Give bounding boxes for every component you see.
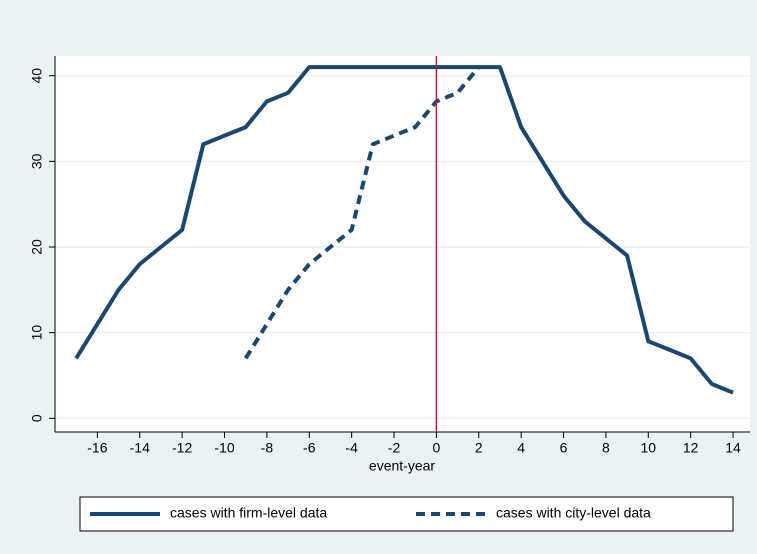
x-tick-label: -16 [87, 440, 107, 456]
x-tick-label: 8 [602, 440, 610, 456]
x-tick-label: -10 [214, 440, 234, 456]
x-tick-label: -6 [303, 440, 316, 456]
x-tick-label: 0 [433, 440, 441, 456]
x-tick-label: 4 [517, 440, 525, 456]
legend-label: cases with firm-level data [170, 505, 327, 521]
x-tick-label: -14 [130, 440, 150, 456]
x-tick-label: -2 [388, 440, 401, 456]
plot-area [55, 56, 750, 432]
x-tick-label: 2 [475, 440, 483, 456]
x-axis-title: event-year [369, 458, 435, 474]
y-tick-label: 30 [29, 153, 45, 169]
legend-label: cases with city-level data [496, 505, 651, 521]
x-tick-label: 12 [683, 440, 699, 456]
x-tick-label: -12 [172, 440, 192, 456]
series-line [244, 65, 481, 360]
x-tick-label: 10 [641, 440, 657, 456]
x-tick-label: -4 [345, 440, 358, 456]
y-tick-label: 40 [29, 68, 45, 84]
legend [79, 496, 734, 532]
y-tick-label: 10 [29, 325, 45, 341]
y-tick-label: 0 [29, 414, 45, 422]
x-tick-label: 6 [560, 440, 568, 456]
x-tick-label: -8 [261, 440, 274, 456]
x-tick-label: 14 [725, 440, 741, 456]
series-line [74, 65, 734, 395]
y-tick-label: 20 [29, 239, 45, 255]
